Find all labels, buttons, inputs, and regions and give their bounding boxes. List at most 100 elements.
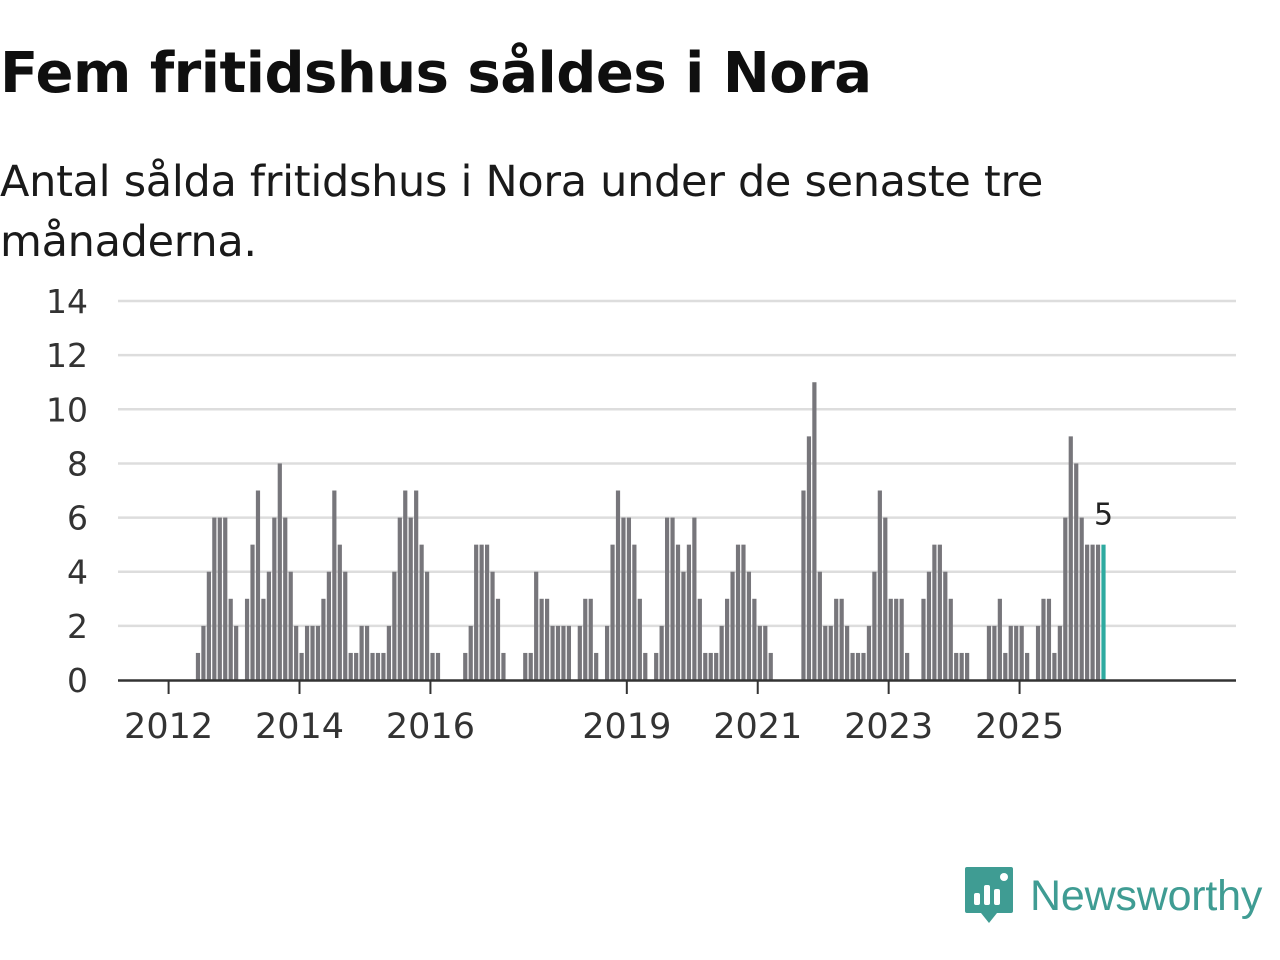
bar	[654, 652, 659, 680]
bar	[948, 598, 953, 680]
bar	[954, 652, 959, 680]
bar	[304, 625, 310, 680]
bar	[414, 490, 419, 680]
bar	[1090, 544, 1095, 680]
bar	[604, 625, 610, 680]
bar-latest	[1101, 544, 1106, 680]
y-tick-label: 10	[46, 390, 88, 429]
bar	[752, 598, 757, 680]
bar	[823, 625, 828, 680]
bar	[714, 652, 719, 680]
y-tick-label: 6	[67, 499, 88, 538]
bar	[845, 625, 850, 680]
bar	[272, 517, 277, 680]
latest-value-label: 5	[1094, 498, 1113, 533]
bar	[201, 625, 206, 680]
bar	[828, 625, 833, 680]
bar	[326, 571, 331, 680]
bar	[1068, 436, 1073, 680]
bar	[315, 625, 321, 680]
bar	[343, 571, 348, 680]
bar	[681, 571, 686, 680]
bar	[228, 598, 233, 680]
bar	[495, 598, 501, 680]
x-tick-label: 2023	[844, 707, 933, 747]
bar	[435, 652, 441, 680]
bar	[424, 571, 430, 680]
y-tick-label: 12	[46, 336, 88, 375]
bar	[217, 517, 222, 680]
bar	[539, 598, 544, 680]
bar	[757, 625, 762, 680]
newsworthy-logo-icon	[965, 867, 1013, 923]
bar	[370, 652, 375, 680]
x-tick-label: 2025	[975, 707, 1064, 747]
bar	[250, 544, 255, 680]
bar	[501, 652, 506, 680]
bar	[381, 652, 386, 680]
bar	[490, 571, 495, 680]
bar	[746, 571, 752, 680]
bar	[354, 652, 359, 680]
bar	[626, 517, 632, 680]
x-tick-label: 2019	[582, 707, 671, 747]
bar	[992, 625, 997, 680]
bar	[621, 517, 626, 680]
chart-subtitle: Antal sålda fritidshus i Nora under de s…	[0, 157, 1044, 267]
x-tick-label: 2014	[255, 707, 344, 747]
bar	[899, 598, 904, 680]
bar	[310, 625, 315, 680]
bar	[637, 598, 642, 680]
bar	[1019, 625, 1024, 680]
bar	[610, 544, 615, 680]
bar	[965, 652, 970, 680]
bar	[1014, 625, 1019, 680]
bar	[703, 652, 708, 680]
bar	[1046, 598, 1052, 680]
bar	[894, 598, 899, 680]
bar	[943, 571, 948, 680]
bar	[959, 652, 964, 680]
brand-logo: Newsworthy	[964, 864, 1262, 928]
bar	[686, 544, 692, 680]
bar	[332, 490, 337, 680]
bar	[1074, 463, 1079, 680]
bar	[692, 517, 697, 680]
y-tick-label: 4	[67, 553, 88, 592]
bar	[234, 625, 239, 680]
bar	[675, 544, 681, 680]
bar	[839, 598, 844, 680]
y-tick-label: 8	[67, 444, 88, 483]
brand-name: Newsworthy	[1030, 871, 1263, 920]
bar	[364, 625, 370, 680]
x-axis-ticks: 2012 2014 2016 2019 2021 2023 2025	[124, 680, 1064, 747]
bar	[1035, 625, 1041, 680]
bar	[588, 598, 593, 680]
bar	[861, 652, 866, 680]
bar	[997, 598, 1002, 680]
bar	[937, 544, 942, 680]
bar	[359, 625, 364, 680]
x-tick-label: 2012	[124, 707, 213, 747]
bar	[1063, 517, 1068, 680]
bar	[643, 652, 648, 680]
bar	[926, 571, 932, 680]
bar	[550, 625, 555, 680]
bar	[468, 625, 473, 680]
bar	[632, 544, 637, 680]
bar	[583, 598, 588, 680]
bar	[397, 517, 402, 680]
bar	[801, 490, 806, 680]
bar	[1052, 652, 1057, 680]
bar	[594, 652, 599, 680]
bar	[463, 652, 468, 680]
bar	[261, 598, 266, 680]
end-labels: 5	[1094, 498, 1113, 533]
bar	[484, 544, 490, 680]
bar	[905, 652, 910, 680]
bar	[730, 571, 735, 680]
y-tick-label: 14	[46, 282, 88, 321]
bar	[1057, 625, 1062, 680]
bar	[708, 652, 713, 680]
